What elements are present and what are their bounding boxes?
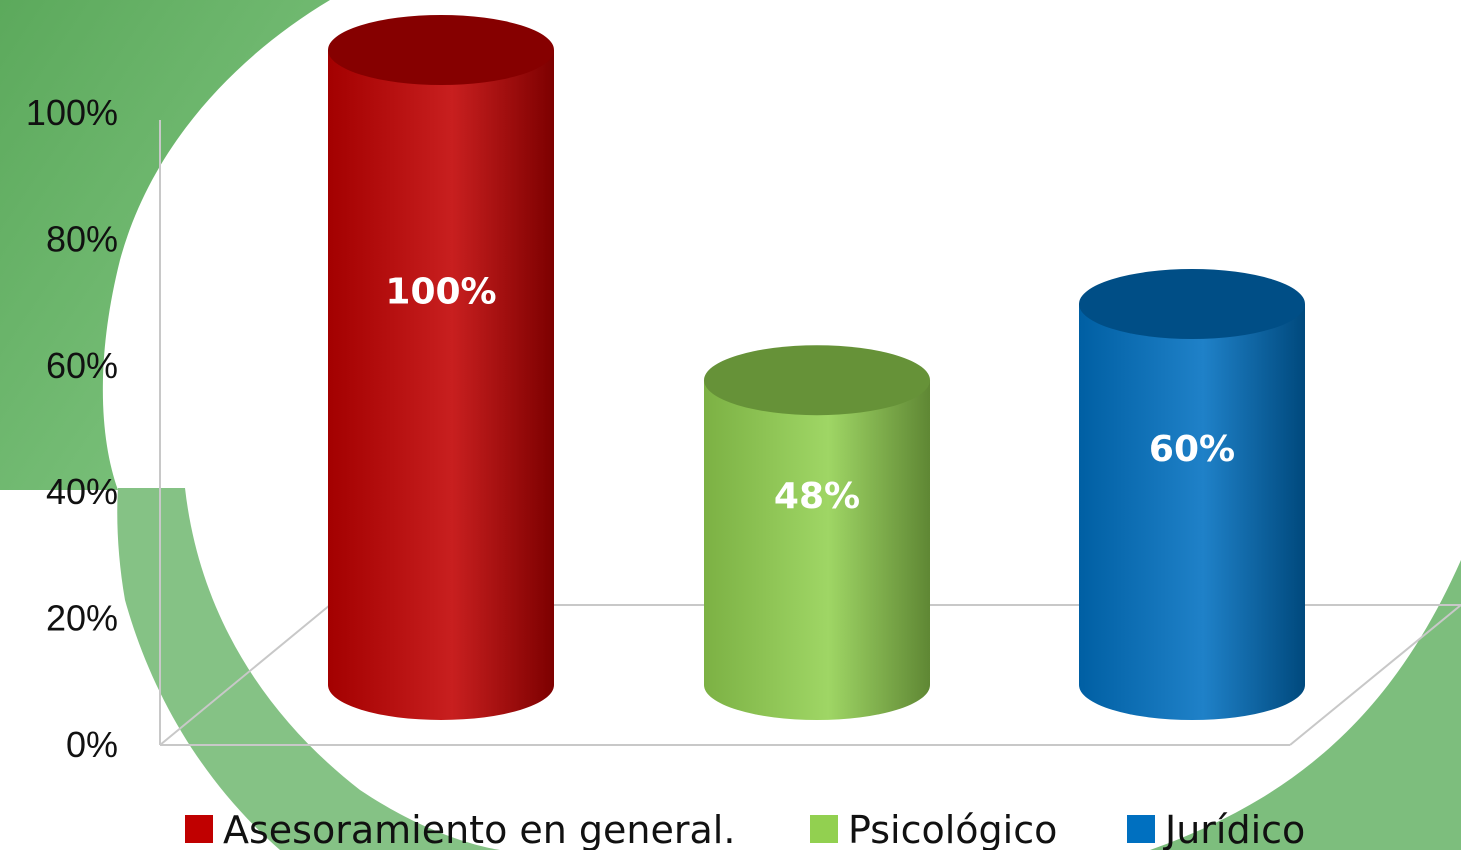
legend-swatch [1127,815,1155,843]
bar: 100% [328,15,554,720]
legend-item: Psicológico [810,808,1057,850]
bars: 100% 48% 60% [328,15,1305,720]
bar-top [328,15,554,85]
y-tick-label: 40% [46,471,118,512]
legend-item: Jurídico [1127,808,1305,850]
y-tick-label: 20% [46,598,118,639]
legend-label: Jurídico [1163,808,1305,850]
y-tick-label: 80% [46,218,118,259]
legend-swatch [810,815,838,843]
bar: 60% [1079,269,1305,720]
background-swoosh-bottom [117,488,500,850]
floor-left-edge [159,604,331,746]
y-tick-label: 0% [66,724,118,765]
legend-item: Asesoramiento en general. [185,808,735,850]
bar: 48% [704,345,930,720]
legend-label: Asesoramiento en general. [223,808,735,850]
legend-swatch [185,815,213,843]
background-swoosh-right [1150,560,1461,850]
bar-body [1079,304,1305,720]
data-label: 100% [385,271,496,312]
bar-top [704,345,930,416]
floor-right-edge [1289,604,1461,746]
bar-top [1079,269,1305,339]
y-tick-label: 60% [46,345,118,386]
legend-label: Psicológico [848,808,1057,850]
y-tick-label: 100% [26,92,118,133]
data-label: 48% [774,476,860,517]
background-swoosh-top [0,0,330,490]
bar-body [328,50,554,720]
legend: Asesoramiento en general. Psicológico Jurí… [185,808,1305,850]
bar-body [704,380,930,720]
data-label: 60% [1149,429,1235,470]
y-axis-ticks: 0% 20% 40% 60% 80% 100% [26,92,118,765]
